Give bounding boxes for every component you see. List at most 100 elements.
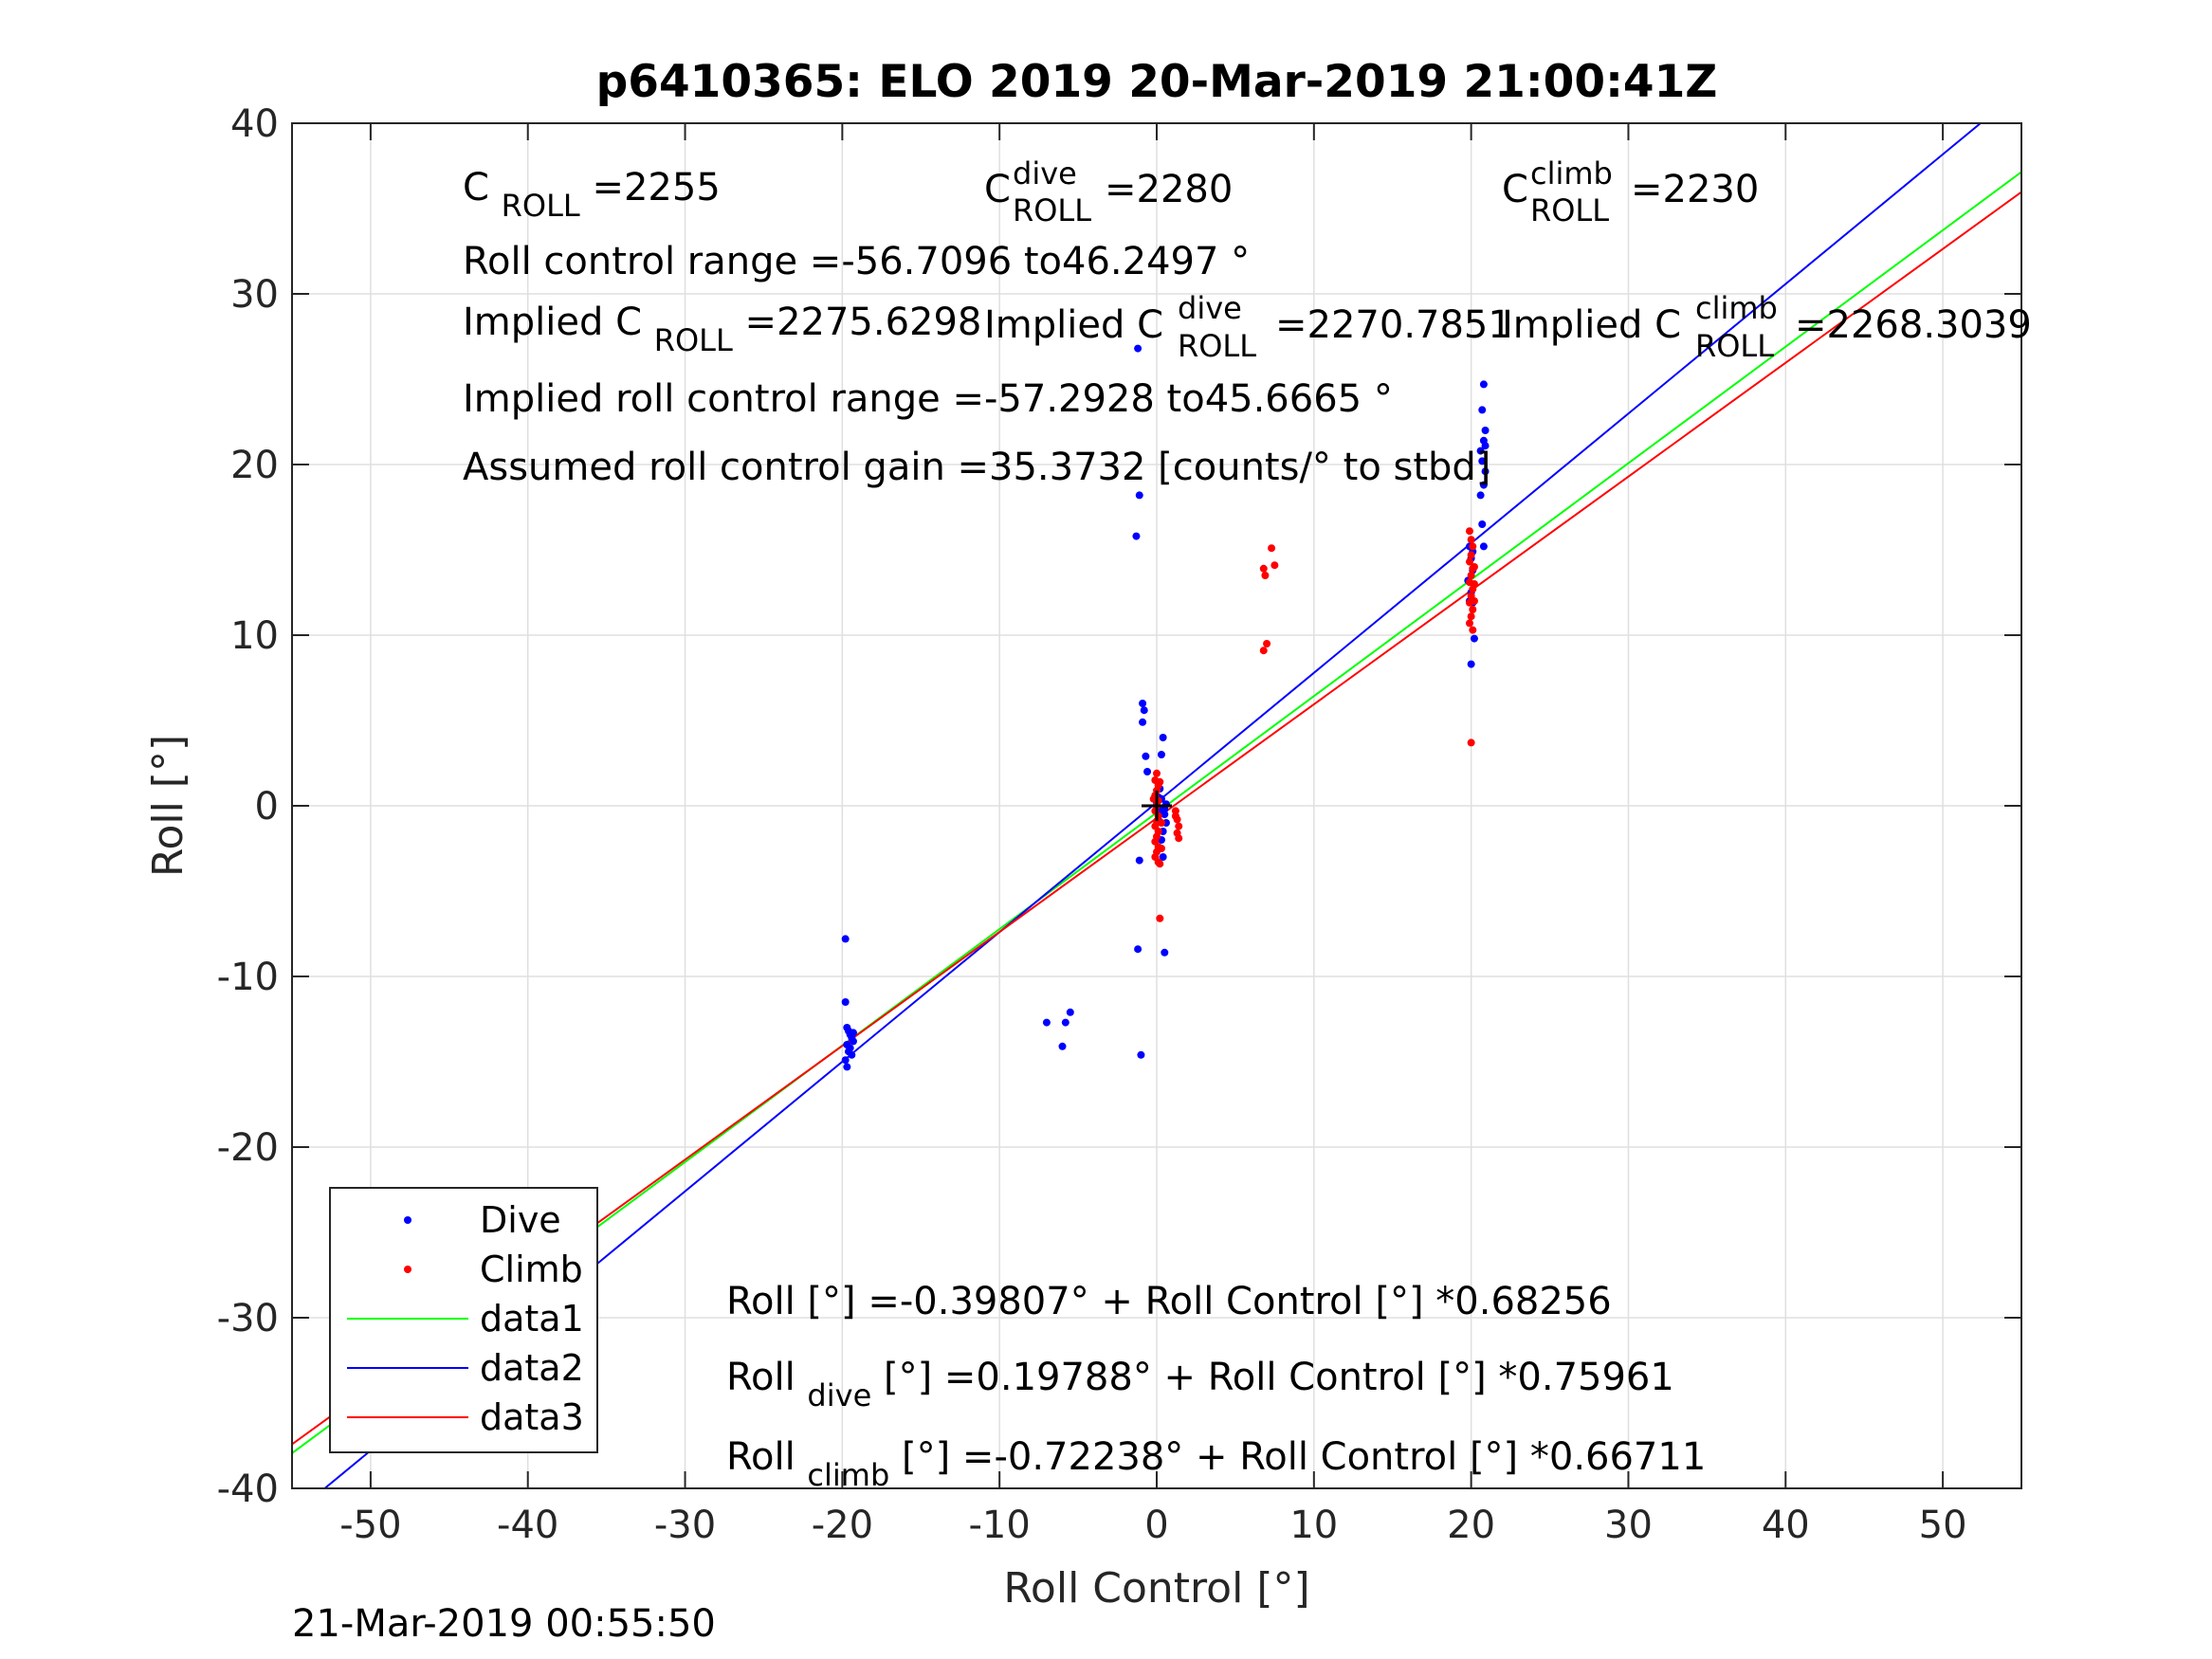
climb-point (1259, 647, 1268, 655)
legend-label-data3: data3 (480, 1396, 584, 1438)
dive-point (1159, 853, 1167, 861)
legend-label-data1: data1 (480, 1298, 584, 1340)
y-tick-label: -40 (217, 1468, 279, 1511)
climb-point (1469, 542, 1477, 551)
dive-point (1481, 442, 1490, 450)
dive-point (1042, 1018, 1051, 1027)
dive-point (849, 1037, 857, 1046)
axis-ticks (292, 122, 2021, 1489)
implied-c-roll-climb-sub: ROLL (1695, 328, 1774, 364)
climb-point (1470, 597, 1478, 605)
dive-point (1159, 734, 1167, 741)
x-tick-label: 10 (1289, 1504, 1338, 1547)
x-tick-label: -50 (339, 1504, 401, 1547)
climb-point (1153, 769, 1161, 777)
climb-point (1465, 527, 1473, 536)
x-tick-label: 20 (1447, 1504, 1495, 1547)
x-tick-labels: -50 -40 -30 -20 -10 0 10 20 30 40 50 (339, 1504, 1966, 1547)
chart-title: p6410365: ELO 2019 20-Mar-2019 21:00:41Z (596, 56, 1718, 108)
c-roll-annotation: C ROLL =2255 (463, 166, 721, 226)
y-tick-label: 0 (255, 785, 279, 829)
c-roll-climb-value: =2230 (1631, 168, 1759, 211)
dive-point (1470, 634, 1478, 643)
implied-c-roll-climb-sup: climb (1695, 290, 1778, 326)
y-tick-label: -10 (217, 956, 279, 999)
y-tick-labels: -40 -30 -20 -10 0 10 20 30 40 (217, 102, 279, 1511)
climb-point (1157, 819, 1165, 827)
x-tick-label: 0 (1144, 1504, 1168, 1547)
climb-point (1465, 557, 1473, 566)
dive-point (1481, 467, 1490, 476)
dive-point (848, 1050, 856, 1059)
y-tick-label: 10 (230, 614, 279, 658)
climb-point (1467, 738, 1475, 747)
dive-point (1478, 520, 1487, 528)
implied-c-roll: Implied C ROLL =2275.6298 (463, 301, 981, 360)
dive-point (1139, 718, 1147, 726)
climb-point (1156, 860, 1164, 868)
dive-point (1058, 1042, 1067, 1050)
dive-point (1132, 532, 1141, 540)
c-roll-dive-sub: ROLL (1013, 192, 1091, 228)
dive-point (1140, 706, 1148, 715)
c-roll-dive-sup: dive (1013, 155, 1077, 191)
dive-point (1161, 948, 1169, 957)
climb-point (1157, 845, 1165, 852)
dive-point (1066, 1008, 1074, 1016)
y-tick-label: 40 (230, 102, 279, 146)
climb-point (1175, 822, 1183, 830)
dive-point (1476, 447, 1485, 455)
dive-point (1134, 344, 1143, 353)
implied-c-roll-dive-sub: ROLL (1178, 328, 1256, 364)
dive-point (1142, 752, 1150, 760)
legend: Dive Climb data1 data2 data3 (329, 1187, 598, 1453)
dive-point (841, 1056, 850, 1065)
c-roll-climb-sub: ROLL (1530, 192, 1609, 228)
implied-c-roll-dive-prefix: Implied C (984, 303, 1163, 347)
fit-equation-dive: Roll dive [°] =0.19788° + Roll Control [… (726, 1356, 1674, 1415)
c-roll-dive-value: =2280 (1105, 168, 1233, 211)
dive-point (849, 1029, 857, 1037)
implied-c-roll-dive-sup: dive (1178, 290, 1242, 326)
dive-point (1467, 660, 1475, 668)
climb-point (1467, 536, 1475, 544)
climb-point (1469, 606, 1477, 613)
implied-c-roll-climb-prefix: Implied C (1502, 303, 1681, 347)
legend-box (329, 1187, 598, 1453)
annotations: C ROLL =2255 C dive ROLL =2280 C climb R… (463, 155, 2032, 1493)
climb-point (1171, 811, 1179, 820)
x-tick-label: 50 (1919, 1504, 1967, 1547)
legend-label-data2: data2 (480, 1347, 584, 1389)
dive-point (841, 998, 850, 1006)
dive-point (1481, 427, 1490, 434)
x-tick-label: -40 (497, 1504, 558, 1547)
roll-control-range: Roll control range =-56.7096 to46.2497 ° (463, 240, 1250, 283)
x-axis-label: Roll Control [°] (1003, 1564, 1309, 1613)
dive-point (1161, 805, 1169, 813)
climb-point (1156, 914, 1164, 922)
dive-point (1478, 406, 1487, 414)
legend-label-dive: Dive (480, 1199, 561, 1241)
c-roll-climb-sup: climb (1530, 155, 1613, 191)
legend-marker-dive (404, 1216, 411, 1224)
climb-point (1268, 544, 1276, 553)
x-tick-label: -10 (969, 1504, 1031, 1547)
dive-point (1135, 856, 1143, 865)
x-tick-label: 30 (1604, 1504, 1653, 1547)
legend-label-climb: Climb (480, 1249, 583, 1290)
climb-point (1156, 777, 1164, 786)
climb-point (1175, 834, 1183, 843)
dive-point (1157, 751, 1165, 758)
y-tick-label: -30 (217, 1297, 279, 1340)
dive-point (1134, 945, 1143, 954)
dive-point (1479, 481, 1488, 489)
origin-marker (1142, 791, 1172, 821)
climb-point (1467, 612, 1475, 621)
dive-point (841, 935, 850, 943)
data-points (841, 344, 1490, 1071)
legend-marker-climb (404, 1266, 411, 1273)
dive-point (1479, 380, 1488, 389)
c-roll-dive-base: C (984, 168, 1011, 211)
dive-point (1139, 700, 1147, 707)
